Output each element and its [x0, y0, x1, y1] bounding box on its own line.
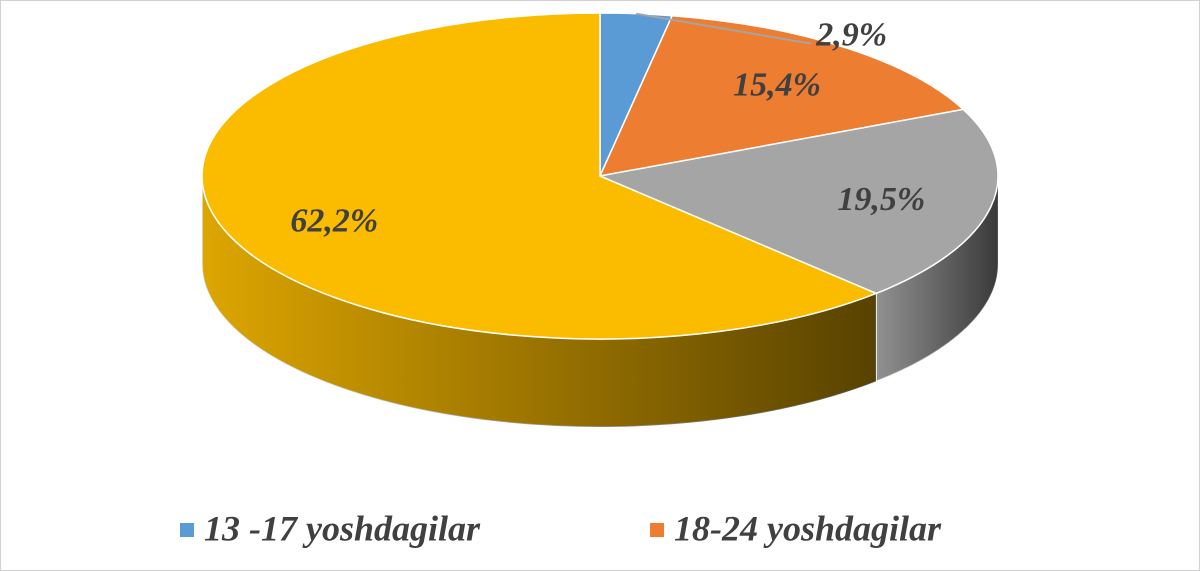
legend-label: 13 -17 yoshdagilar [204, 508, 481, 548]
leader-line [636, 12, 812, 45]
slice [201, 12, 879, 340]
pie-tops [201, 12, 999, 340]
slice [597, 108, 999, 295]
slice-side-shade [876, 176, 998, 382]
value-label: 62,2% [290, 203, 378, 240]
legend-label: 18-24 yoshdagilar [674, 508, 942, 548]
slice-side-shade [201, 176, 877, 427]
legend-swatch [180, 523, 194, 537]
value-label: 2,9% [815, 16, 887, 53]
legend-swatch [650, 523, 665, 537]
value-label: 15,4% [733, 67, 821, 104]
slice [598, 14, 965, 177]
value-label: 19,5% [837, 181, 925, 218]
legend: 13 -17 yoshdagilar 18-24 yoshdagilar [180, 508, 942, 548]
value-labels: 2,9% 15,4% 19,5% 62,2% [290, 12, 925, 240]
